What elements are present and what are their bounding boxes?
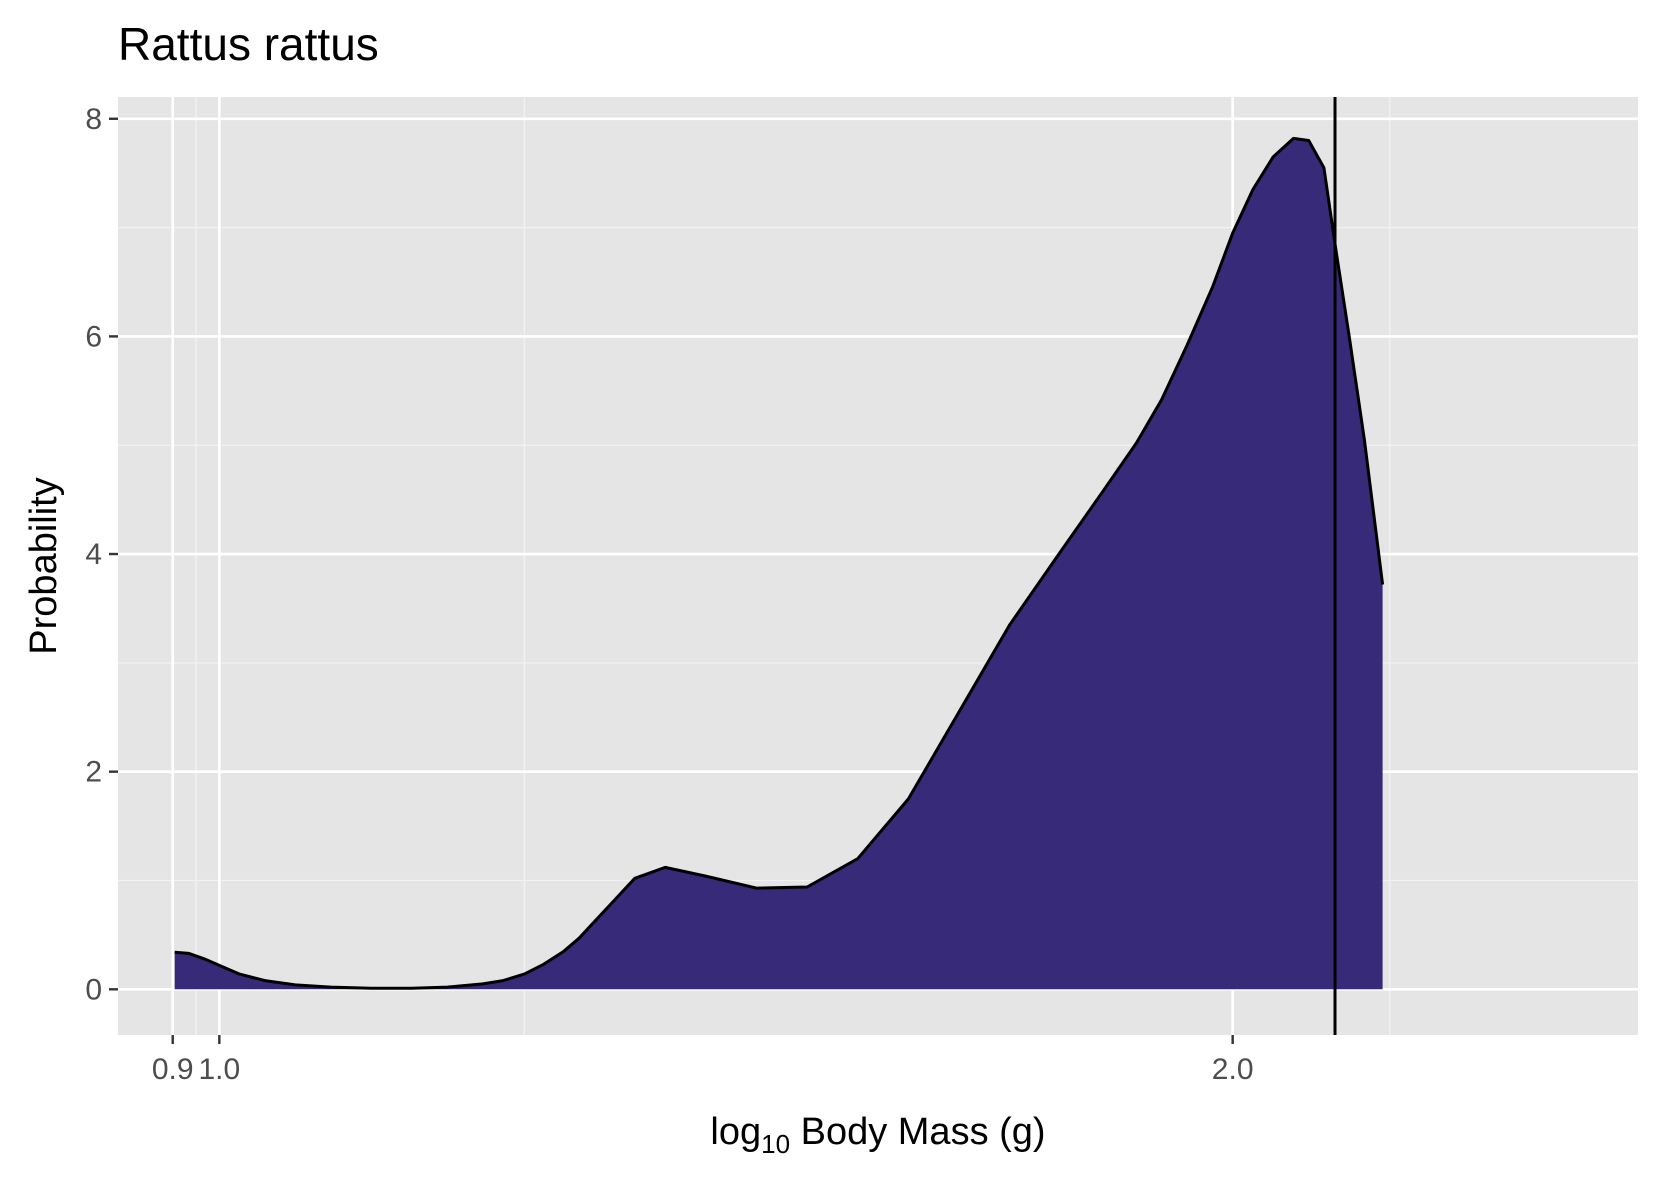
y-tick-label: 4 — [85, 538, 102, 571]
x-tick-label: 0.9 — [152, 1053, 194, 1086]
y-tick-label: 8 — [85, 103, 102, 136]
chart-title: Rattus rattus — [118, 18, 379, 70]
density-curve — [174, 136, 1385, 990]
y-axis: 0 2 4 6 8 — [85, 103, 118, 1006]
x-axis-title-subscript: 10 — [761, 1129, 790, 1159]
minor-gridlines — [118, 97, 1638, 1035]
x-tick-label: 1.0 — [198, 1053, 240, 1086]
x-axis-title: log10 Body Mass (g) — [710, 1111, 1045, 1159]
y-axis-title: Probability — [23, 477, 65, 654]
y-tick-label: 2 — [85, 756, 102, 789]
density-area — [174, 138, 1383, 990]
x-axis-title-suffix: Body Mass (g) — [790, 1111, 1046, 1153]
y-tick-label: 6 — [85, 320, 102, 353]
x-tick-label: 2.0 — [1212, 1053, 1254, 1086]
density-series — [174, 136, 1385, 990]
x-axis: 0.9 1.0 2.0 — [152, 1035, 1254, 1086]
y-tick-label: 0 — [85, 973, 102, 1006]
x-axis-title-prefix: log — [710, 1111, 761, 1153]
